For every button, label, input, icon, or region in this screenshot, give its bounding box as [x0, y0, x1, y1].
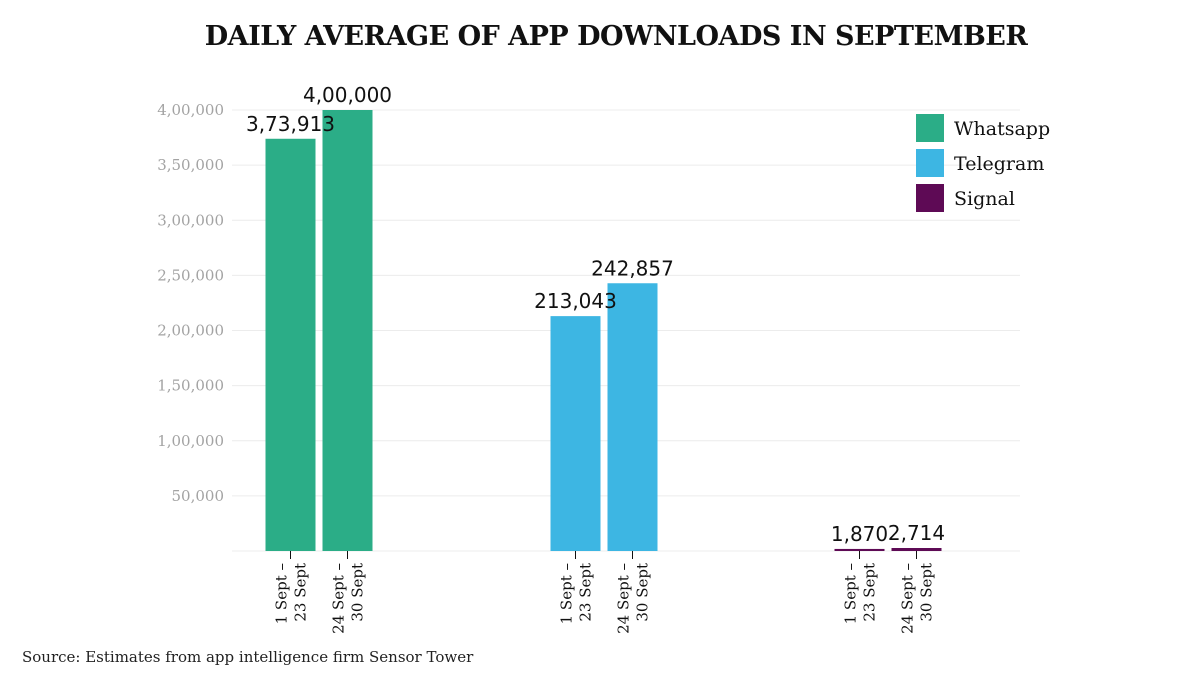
data-label: 3,73,913	[246, 112, 335, 136]
y-tick-label: 2,00,000	[157, 322, 224, 340]
data-label: 2,714	[888, 521, 945, 545]
x-tick-label-line: 1 Sept –	[558, 563, 576, 624]
y-tick-label: 50,000	[172, 487, 225, 505]
bar-telegram-1	[550, 316, 601, 551]
legend-label-telegram: Telegram	[954, 153, 1044, 175]
x-tick-label-line: 23 Sept	[577, 563, 595, 622]
y-tick-label: 3,00,000	[157, 211, 224, 229]
x-tick-label: 24 Sept –30 Sept	[330, 563, 367, 634]
x-tick-label-line: 24 Sept –	[899, 563, 917, 634]
data-label: 213,043	[534, 289, 617, 313]
x-tick-label-line: 1 Sept –	[842, 563, 860, 624]
legend-swatch-whatsapp	[916, 114, 944, 142]
legend-label-whatsapp: Whatsapp	[954, 118, 1050, 140]
x-tick-label: 1 Sept –23 Sept	[273, 563, 310, 624]
y-tick-label: 1,00,000	[157, 432, 224, 450]
bar-whatsapp-2	[322, 110, 373, 551]
legend-swatch-signal	[916, 184, 944, 212]
legend: Whatsapp Telegram Signal	[916, 114, 1050, 212]
x-tick-label: 1 Sept –23 Sept	[558, 563, 595, 624]
x-tick-label: 1 Sept –23 Sept	[842, 563, 879, 624]
bar-signal-2	[891, 548, 942, 551]
x-tick-label-line: 24 Sept –	[330, 563, 348, 634]
x-tick-label-line: 30 Sept	[918, 563, 936, 622]
x-tick-label: 24 Sept –30 Sept	[899, 563, 936, 634]
data-label: 4,00,000	[303, 83, 392, 107]
chart-title: DAILY AVERAGE OF APP DOWNLOADS IN SEPTEM…	[205, 21, 1029, 52]
bar-telegram-2	[607, 283, 658, 551]
y-tick-label: 4,00,000	[157, 101, 224, 119]
x-axis: 1 Sept –23 Sept 24 Sept –30 Sept 1 Sept –2…	[273, 551, 936, 634]
legend-swatch-telegram	[916, 149, 944, 177]
data-labels: 3,73,913 4,00,000 213,043 242,857 1,870 2,714	[246, 83, 945, 546]
x-tick-label-line: 1 Sept –	[273, 563, 291, 624]
y-tick-label: 3,50,000	[157, 156, 224, 174]
source-note: Source: Estimates from app intelligence …	[22, 648, 474, 666]
x-tick-label: 24 Sept –30 Sept	[615, 563, 652, 634]
y-axis: 50,000 1,00,000 1,50,000 2,00,000 2,50,000 3,…	[157, 101, 224, 505]
y-tick-label: 1,50,000	[157, 377, 224, 395]
data-label: 1,870	[831, 522, 888, 546]
bar-signal-1	[834, 548, 885, 551]
bar-whatsapp-1	[265, 138, 316, 551]
data-label: 242,857	[591, 256, 674, 280]
x-tick-label-line: 23 Sept	[292, 563, 310, 622]
x-tick-label-line: 24 Sept –	[615, 563, 633, 634]
legend-label-signal: Signal	[954, 188, 1015, 210]
bars	[265, 110, 942, 551]
x-tick-label-line: 23 Sept	[861, 563, 879, 622]
y-tick-label: 2,50,000	[157, 266, 224, 284]
x-tick-label-line: 30 Sept	[349, 563, 367, 622]
x-tick-label-line: 30 Sept	[634, 563, 652, 622]
